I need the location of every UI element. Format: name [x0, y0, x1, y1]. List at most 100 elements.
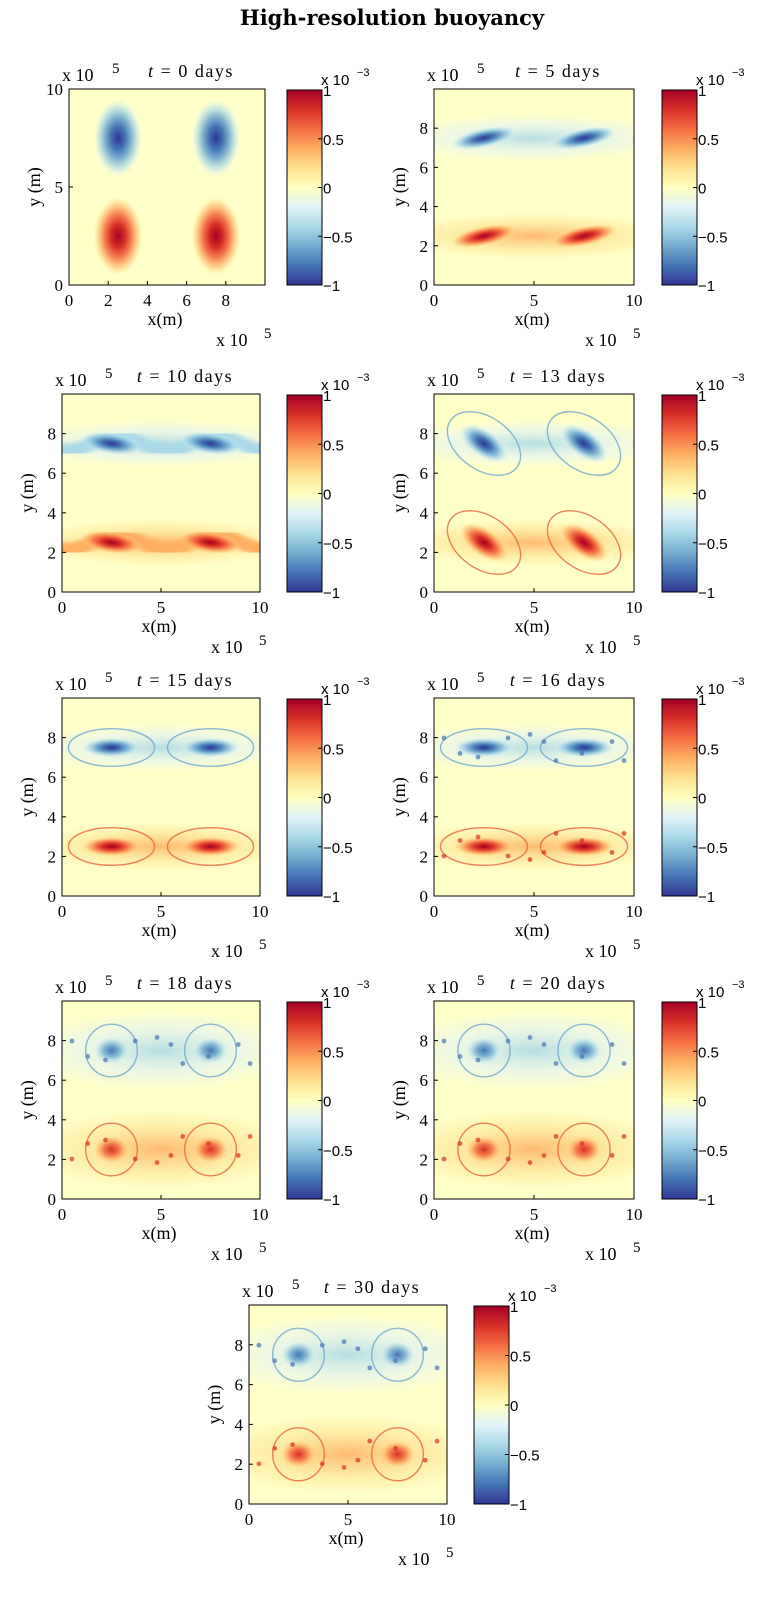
small-eddy — [475, 1137, 481, 1143]
negative-band — [434, 114, 634, 162]
panel-title: t = 5 days — [515, 61, 601, 81]
y-axis-label: y (m) — [17, 1080, 38, 1120]
x-scale-factor: x 10 — [216, 330, 248, 350]
y-tick-label: 8 — [235, 1336, 244, 1355]
colorbar-tick-label: −1 — [323, 585, 340, 602]
colorbar-tick-label: 0 — [323, 791, 331, 808]
negative-anomaly — [191, 98, 241, 178]
buoyancy-field — [249, 1305, 447, 1504]
y-tick-label: 0 — [420, 887, 429, 906]
negative-vortex — [550, 126, 618, 150]
colorbar-tick-label: −0.5 — [323, 840, 353, 857]
x-axis-label: x(m) — [515, 309, 550, 330]
x-tick-label: 0 — [65, 291, 74, 310]
y-tick-label: 6 — [48, 768, 57, 787]
front-contour — [166, 826, 255, 867]
x-tick-label: 10 — [626, 598, 643, 617]
y-tick-label: 8 — [420, 119, 429, 138]
front-contour — [539, 826, 629, 867]
colorbar-tick-label: −0.5 — [510, 1448, 540, 1465]
y-tick-label: 0 — [420, 583, 429, 602]
front-contour — [539, 727, 629, 768]
x-scale-factor: x 10 — [585, 637, 617, 657]
y-tick-label: 2 — [48, 847, 57, 866]
x-tick-label: 5 — [530, 598, 539, 617]
y-tick-label: 8 — [48, 729, 57, 748]
positive-vortex — [179, 530, 242, 555]
y-tick-label: 0 — [48, 887, 57, 906]
front-contour — [183, 1023, 238, 1078]
small-eddy — [553, 1134, 559, 1139]
small-eddy — [541, 1042, 547, 1047]
negative-anomaly — [93, 98, 143, 178]
panel-title: t = 30 days — [324, 1277, 420, 1297]
small-eddy — [103, 1057, 108, 1063]
small-eddy — [367, 1365, 373, 1371]
small-eddy — [154, 1160, 160, 1165]
y-tick-label: 6 — [420, 1071, 429, 1090]
negative-vortex — [179, 431, 242, 456]
buoyancy-field — [434, 394, 634, 592]
small-eddy — [475, 754, 481, 760]
positive-band — [434, 212, 634, 260]
x-tick-label: 6 — [182, 291, 191, 310]
colorbar-tick-label: −0.5 — [323, 536, 353, 553]
small-eddy — [505, 1156, 511, 1162]
y-tick-label: 4 — [420, 1111, 429, 1130]
front-contour — [446, 510, 522, 575]
x-axis-label: x(m) — [515, 616, 550, 637]
panel-title: t = 15 days — [137, 670, 233, 690]
x-tick-label: 10 — [252, 902, 269, 921]
colorbar-scale-factor: x 10 — [508, 1288, 536, 1305]
colorbar-scale-exponent: −3 — [732, 67, 745, 79]
y-axis-label: y (m) — [204, 1385, 225, 1425]
colorbar-tick-label: 0 — [698, 1094, 706, 1111]
small-eddy — [457, 1141, 463, 1146]
small-eddy — [579, 838, 585, 843]
colorbar-tick-label: −1 — [698, 889, 715, 906]
small-eddy — [132, 1038, 138, 1044]
y-tick-label: 0 — [48, 1190, 57, 1209]
y-scale-exponent: 5 — [477, 670, 485, 686]
colorbar-tick-label: 1 — [698, 388, 706, 405]
x-tick-label: 0 — [430, 291, 439, 310]
x-tick-label: 4 — [143, 291, 152, 310]
small-eddy — [247, 1061, 253, 1066]
x-axis-label: x(m) — [142, 920, 177, 941]
positive-band — [249, 1414, 447, 1495]
y-scale-factor: x 10 — [62, 65, 94, 85]
x-tick-label: 10 — [626, 902, 643, 921]
positive-vortex — [192, 1135, 229, 1164]
x-scale-factor: x 10 — [211, 941, 243, 961]
x-scale-exponent: 5 — [633, 326, 641, 342]
small-eddy — [553, 831, 559, 836]
x-scale-exponent: 5 — [446, 1545, 454, 1561]
colorbar-tick-label: −1 — [698, 1192, 715, 1209]
front-contour — [439, 826, 529, 867]
small-eddy — [256, 1461, 262, 1467]
front-contour — [546, 510, 622, 575]
colorbar-scale-factor: x 10 — [696, 377, 724, 394]
y-scale-exponent: 5 — [105, 366, 113, 382]
buoyancy-field — [434, 1001, 634, 1199]
small-eddy — [609, 1153, 615, 1158]
front-contour — [370, 1327, 425, 1382]
panel-title: t = 18 days — [137, 973, 233, 993]
colorbar-tick-label: −0.5 — [698, 840, 728, 857]
y-tick-label: 8 — [48, 1032, 57, 1051]
colorbar-tick-label: 1 — [698, 692, 706, 709]
small-eddy — [341, 1464, 347, 1470]
small-eddy — [235, 1153, 241, 1158]
small-eddy — [505, 1038, 511, 1044]
small-eddy — [621, 831, 627, 836]
small-eddy — [180, 1061, 186, 1066]
y-scale-exponent: 5 — [477, 366, 485, 382]
small-eddy — [621, 1134, 627, 1139]
y-tick-label: 4 — [48, 1111, 57, 1130]
colorbar-scale-factor: x 10 — [696, 72, 724, 89]
small-eddy — [505, 735, 511, 741]
y-tick-label: 0 — [48, 583, 57, 602]
positive-vortex — [554, 836, 614, 857]
colorbar — [661, 394, 698, 593]
